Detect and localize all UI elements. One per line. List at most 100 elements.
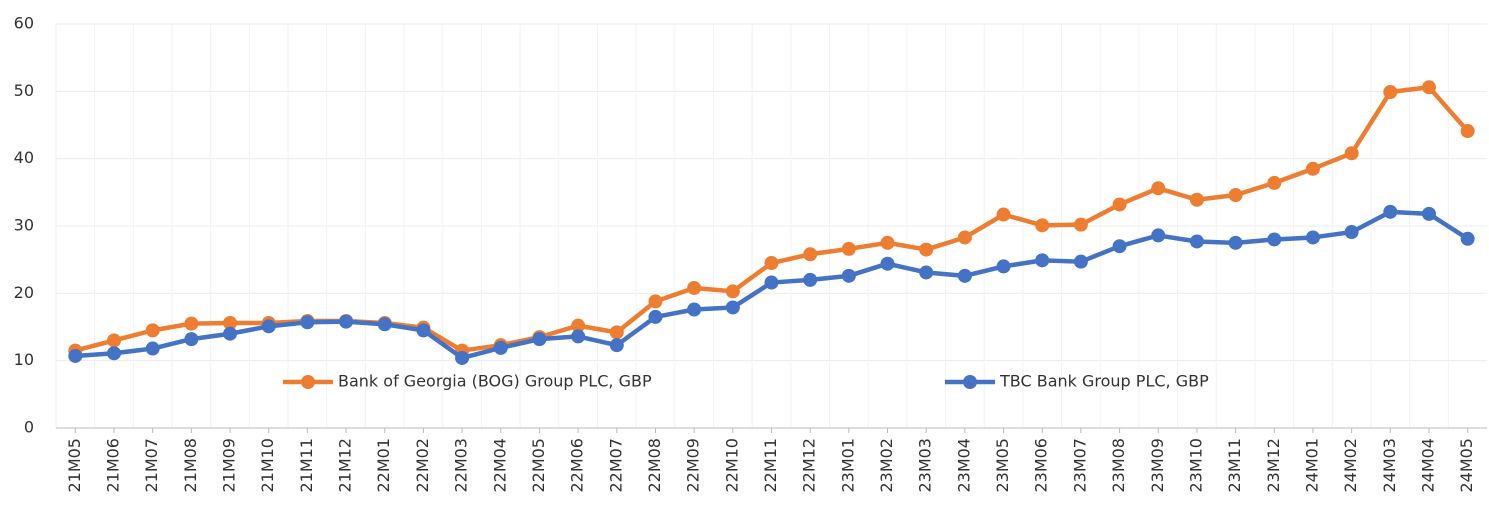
x-tick-label: 23M12 — [1264, 438, 1283, 493]
point — [493, 340, 508, 355]
point — [648, 294, 663, 309]
point — [1151, 181, 1166, 196]
point — [1228, 188, 1243, 203]
point — [996, 259, 1011, 274]
point — [1383, 85, 1398, 100]
point — [609, 325, 624, 340]
x-tick-label: 24M05 — [1457, 438, 1476, 493]
point — [107, 346, 122, 361]
point — [1189, 234, 1204, 249]
point — [996, 207, 1011, 222]
point — [223, 326, 238, 341]
x-tick-label: 23M07 — [1070, 438, 1089, 493]
y-tick-label: 40 — [14, 148, 34, 167]
x-tick-label: 23M04 — [954, 438, 973, 493]
x-tick-label: 21M08 — [181, 438, 200, 493]
x-tick-label: 23M10 — [1186, 438, 1205, 493]
point — [184, 332, 199, 347]
x-tick-label: 22M08 — [645, 438, 664, 493]
point — [416, 323, 431, 338]
x-tick-label: 21M12 — [336, 438, 355, 493]
x-tick-label: 24M01 — [1302, 438, 1321, 493]
point — [1421, 80, 1436, 95]
point — [880, 256, 895, 271]
x-tick-label: 22M01 — [374, 438, 393, 493]
x-tick-label: 23M11 — [1225, 438, 1244, 493]
point — [145, 341, 160, 356]
point — [68, 348, 83, 363]
point — [377, 317, 392, 332]
point — [803, 272, 818, 287]
x-tick-label: 22M04 — [490, 438, 509, 493]
x-tick-label: 23M03 — [916, 438, 935, 493]
point — [1344, 225, 1359, 240]
legend-label: TBC Bank Group PLC, GBP — [999, 372, 1209, 391]
point — [725, 300, 740, 315]
point — [184, 316, 199, 331]
series-line — [74, 85, 1470, 353]
point — [687, 280, 702, 295]
point — [1189, 192, 1204, 207]
legend-marker — [301, 375, 315, 389]
point — [648, 309, 663, 324]
point — [803, 247, 818, 262]
point — [1460, 231, 1475, 246]
point — [455, 350, 470, 365]
point — [725, 284, 740, 299]
point — [145, 323, 160, 338]
point — [1112, 197, 1127, 212]
x-tick-label: 22M11 — [761, 438, 780, 493]
point — [300, 315, 315, 330]
point — [919, 242, 934, 257]
point — [107, 333, 122, 348]
x-tick-label: 24M03 — [1380, 438, 1399, 493]
point — [687, 302, 702, 317]
legend-label: Bank of Georgia (BOG) Group PLC, GBP — [338, 372, 652, 391]
point — [880, 235, 895, 250]
x-tick-label: 24M04 — [1418, 438, 1437, 493]
x-tick-label: 21M06 — [104, 438, 123, 493]
legend-marker — [963, 375, 977, 389]
point — [1383, 204, 1398, 219]
point — [571, 329, 586, 344]
y-tick-label: 50 — [14, 81, 34, 100]
y-tick-label: 20 — [14, 283, 34, 302]
point — [1267, 232, 1282, 247]
x-tick-label: 23M09 — [1148, 438, 1167, 493]
point — [1344, 146, 1359, 161]
x-tick-label: 22M03 — [452, 438, 471, 493]
x-tick-label: 23M05 — [993, 438, 1012, 493]
point — [764, 275, 779, 290]
y-tick-label: 60 — [14, 14, 34, 33]
x-tick-label: 21M10 — [258, 438, 277, 493]
point — [1305, 161, 1320, 176]
x-tick-label: 22M12 — [800, 438, 819, 493]
x-tick-label: 22M05 — [529, 438, 548, 493]
x-tick-label: 23M02 — [877, 438, 896, 493]
y-tick-label: 0 — [24, 418, 34, 437]
point — [1460, 124, 1475, 139]
point — [841, 241, 856, 256]
point — [1151, 228, 1166, 243]
x-tick-label: 21M09 — [220, 438, 239, 493]
y-tick-label: 30 — [14, 216, 34, 235]
point — [339, 314, 354, 329]
x-tick-label: 22M06 — [568, 438, 587, 493]
point — [1267, 175, 1282, 190]
point — [1035, 253, 1050, 268]
point — [571, 318, 586, 333]
point — [919, 265, 934, 280]
point — [841, 268, 856, 283]
x-tick-label: 24M02 — [1341, 438, 1360, 493]
point — [1228, 235, 1243, 250]
point — [1305, 230, 1320, 245]
x-tick-label: 22M10 — [722, 438, 741, 493]
y-tick-label: 10 — [14, 350, 34, 369]
point — [957, 268, 972, 283]
x-tick-label: 21M11 — [297, 438, 316, 493]
x-tick-label: 22M02 — [413, 438, 432, 493]
point — [609, 338, 624, 353]
x-tick-label: 22M09 — [684, 438, 703, 493]
point — [1035, 218, 1050, 233]
